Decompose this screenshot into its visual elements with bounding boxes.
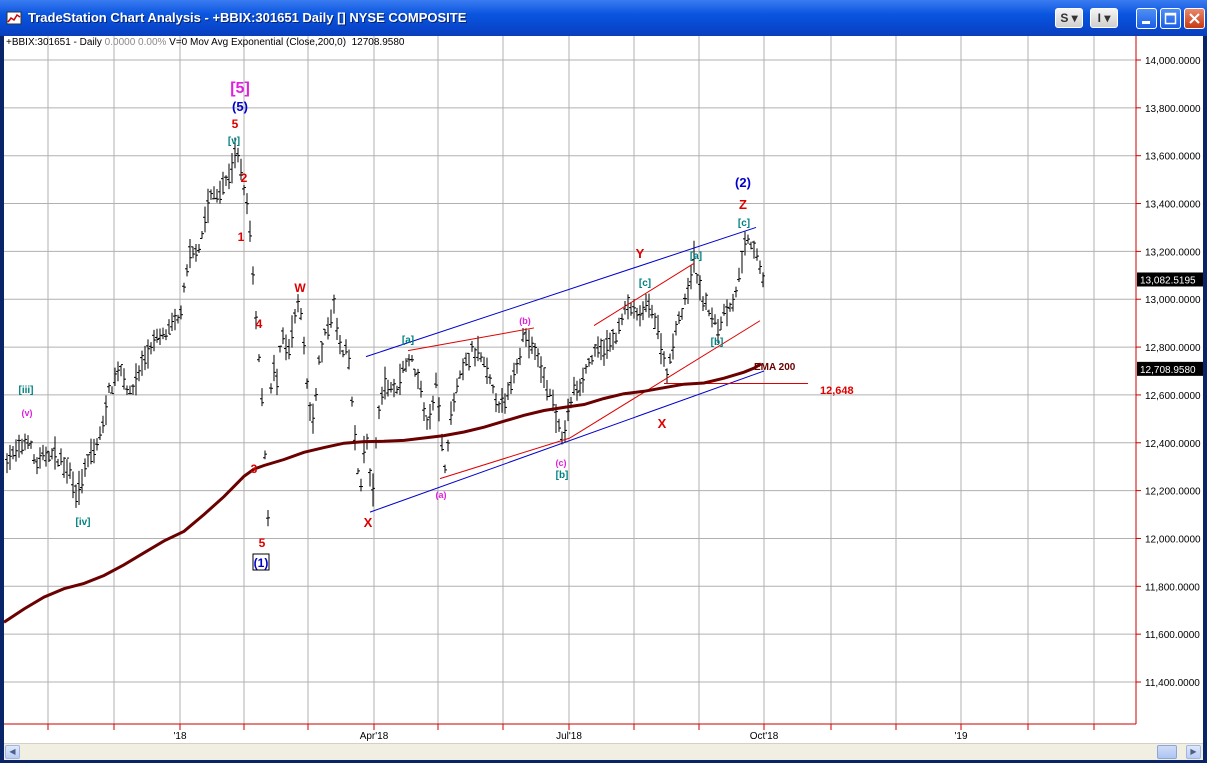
- y-tick-label: 12,800.0000: [1145, 343, 1201, 354]
- maximize-button[interactable]: [1160, 8, 1181, 29]
- volume-label: V=0: [169, 37, 188, 48]
- wave-label: (1): [254, 556, 269, 570]
- wave-label: 5: [259, 536, 266, 550]
- wave-label: (a): [436, 490, 447, 500]
- scrollbar-thumb[interactable]: [1157, 745, 1177, 759]
- y-tick-label: 11,600.0000: [1145, 630, 1200, 641]
- wave-label: (5): [232, 99, 248, 114]
- x-tick-label: Apr'18: [360, 731, 389, 742]
- wave-label: [c]: [738, 218, 750, 229]
- ema-price-tag-bg: [1137, 361, 1203, 376]
- wave-label: 4: [256, 317, 263, 331]
- title-bar[interactable]: TradeStation Chart Analysis - +BBIX:3016…: [0, 0, 1207, 36]
- wave-1-box: [252, 553, 270, 571]
- minimize-icon: [1142, 21, 1150, 24]
- price-axis: 14,000.0000 13,800.0000 13,600.0000 13,400.…: [1136, 56, 1201, 689]
- x-tick-label: '18: [173, 731, 186, 742]
- wave-label: Y: [636, 246, 645, 261]
- scroll-left-button[interactable]: ◀: [5, 745, 20, 759]
- ema-price-tag: 12,708.9580: [1140, 365, 1196, 376]
- time-axis: '18 Apr'18 Jul'18 Oct'18 '19: [47, 724, 1095, 742]
- y-tick-label: 12,200.0000: [1145, 487, 1201, 498]
- wave-label: 12,648: [820, 385, 854, 397]
- channel-lower-line: [369, 370, 765, 513]
- wave-labels: [5] (5) 5 [v] 2 1 W 4 3 5 (1) [iii] (v) [iv] X [a] (a) (b…: [19, 80, 854, 571]
- close-button[interactable]: [1184, 8, 1205, 29]
- y-tick-label: 11,800.0000: [1145, 582, 1200, 593]
- wave-label: [a]: [402, 335, 414, 346]
- y-tick-label: 13,800.0000: [1145, 104, 1201, 115]
- wedge-lower-line: [569, 320, 761, 439]
- y-tick-label: 13,400.0000: [1145, 200, 1201, 211]
- wave-label: EMA 200: [754, 362, 796, 373]
- y-tick-label: 11,400.0000: [1145, 678, 1200, 689]
- wave-label: [b]: [711, 337, 724, 348]
- wave-label: (b): [519, 316, 531, 326]
- y-tick-label: 12,400.0000: [1145, 439, 1201, 450]
- scroll-right-button[interactable]: ▶: [1186, 745, 1201, 759]
- y-tick-label: 14,000.0000: [1145, 56, 1201, 67]
- last-price-tag: 13,082.5195: [1140, 275, 1196, 286]
- wave-label: X: [364, 515, 373, 530]
- wave-label: W: [294, 281, 306, 295]
- symbol-label: +BBIX:301651 - Daily: [6, 37, 102, 48]
- s-button-label: S: [1060, 11, 1069, 25]
- price-tags: 13,082.5195 12,708.9580: [1137, 272, 1203, 376]
- wave-label: [b]: [556, 470, 569, 481]
- s-dropdown-button[interactable]: S ▾: [1055, 8, 1083, 28]
- wave-label: 1: [238, 230, 245, 244]
- wave-label: [5]: [230, 80, 250, 97]
- ema-200-polyline: [4, 362, 762, 624]
- wave-label: (2): [735, 175, 751, 190]
- price-chart[interactable]: 14,000.0000 13,800.0000 13,600.0000 13,400.…: [4, 36, 1203, 743]
- channel-upper-line: [365, 226, 757, 358]
- x-tick-label: Oct'18: [750, 731, 779, 742]
- indicator-label: Mov Avg Exponential (Close,200,0): [190, 37, 347, 48]
- chart-header: +BBIX:301651 - Daily 0.0000 0.00% V=0 Mo…: [6, 37, 404, 48]
- price-bars: [5, 137, 765, 527]
- wave-label: Z: [739, 197, 747, 212]
- wave-label: X: [658, 416, 667, 431]
- i-dropdown-button[interactable]: I ▾: [1090, 8, 1118, 28]
- wave-label: [iv]: [76, 517, 91, 528]
- wedge-upper-line: [593, 262, 695, 326]
- ema-200-line: [4, 362, 762, 624]
- wave-label: 2: [241, 171, 248, 185]
- horizontal-scrollbar[interactable]: ◀ ▶: [4, 743, 1203, 760]
- x-tick-label: Jul'18: [556, 731, 582, 742]
- wave-label: (c): [556, 458, 567, 468]
- wave-label: (v): [22, 408, 33, 418]
- indicator-value: 12708.9580: [351, 37, 405, 48]
- wave-label: [v]: [228, 136, 240, 147]
- last-price-tag-bg: [1137, 272, 1203, 287]
- wave-label: [iii]: [19, 385, 34, 396]
- y-tick-label: 12,600.0000: [1145, 391, 1201, 402]
- x-tick-label: '19: [954, 731, 967, 742]
- wave-label: [a]: [690, 251, 702, 262]
- maximize-icon: [1164, 12, 1177, 25]
- chart-client-area[interactable]: 14,000.0000 13,800.0000 13,600.0000 13,400.…: [4, 36, 1203, 760]
- triangle-lower-line: [439, 437, 571, 480]
- triangle-upper-line: [407, 327, 535, 352]
- change-label: 0.0000 0.00%: [104, 37, 167, 48]
- y-tick-label: 12,000.0000: [1145, 534, 1201, 545]
- i-button-label: I: [1097, 11, 1101, 25]
- wave-label: 3: [251, 462, 258, 476]
- trend-lines: [365, 226, 808, 513]
- window-title: TradeStation Chart Analysis - +BBIX:3016…: [28, 10, 467, 25]
- chart-grid: [4, 36, 1136, 724]
- y-tick-label: 13,600.0000: [1145, 152, 1201, 163]
- y-tick-label: 13,200.0000: [1145, 247, 1201, 258]
- close-icon: [1189, 13, 1200, 24]
- wave-label: [c]: [639, 278, 651, 289]
- tradestation-app-icon: [6, 11, 22, 25]
- minimize-button[interactable]: [1136, 8, 1157, 29]
- wave-label: 5: [232, 117, 239, 131]
- y-tick-label: 13,000.0000: [1145, 295, 1201, 306]
